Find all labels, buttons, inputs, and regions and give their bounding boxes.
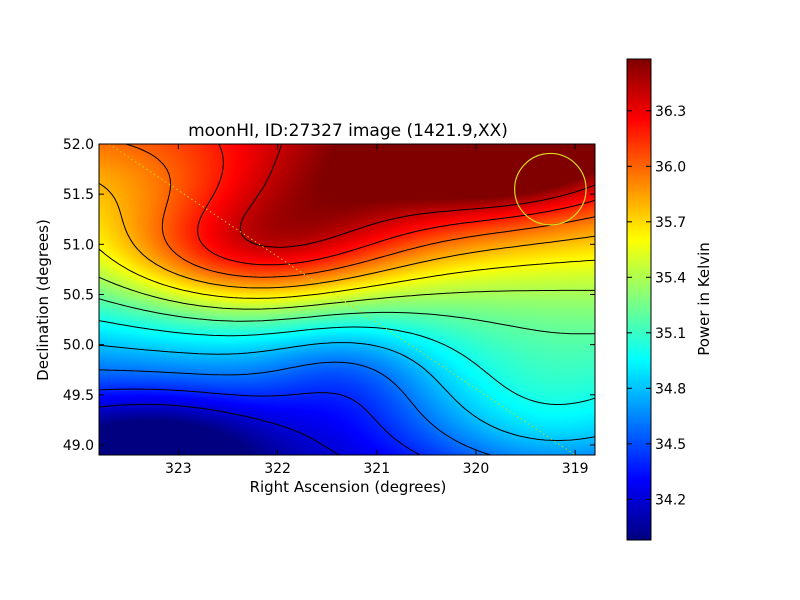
y-tick-label: 50.5 [63,287,94,303]
x-tick-label: 323 [165,461,192,477]
contour-line-3 [98,342,596,441]
contour-line-0 [98,403,340,456]
y-axis-ticks: 52.0 51.5 51.0 50.5 50.0 49.5 49.0 [63,137,595,454]
x-axis-label: Right Ascension (degrees) [250,478,447,496]
contour-line-11 [239,143,596,248]
plot-area [98,143,596,456]
colorbar-tick-label: 35.1 [655,326,686,342]
y-axis-label: Declination (degrees) [34,219,52,381]
colorbar-frame [626,58,652,541]
colorbar-tick-label: 35.7 [655,215,686,231]
contour-line-4 [98,320,596,405]
x-tick-label: 321 [363,461,390,477]
dotted-track [108,143,576,456]
beam-circle [514,152,587,226]
colorbar-tick-label: 34.5 [655,437,686,453]
y-tick-label: 51.5 [63,187,94,203]
contour-line-10 [197,143,596,266]
contour-line-2 [98,361,491,456]
x-tick-label: 320 [463,461,490,477]
colorbar-tick-label: 36.0 [655,159,686,175]
overlays [108,143,587,456]
y-tick-label: 49.5 [63,388,94,404]
colorbar-gradient [627,59,651,540]
y-tick-label: 49.0 [63,438,94,454]
colorbar-tick-label: 36.3 [655,104,686,120]
x-tick-label: 322 [264,461,291,477]
chart-title: moonHI, ID:27327 image (1421.9,XX) [188,121,508,141]
contour-line-5 [98,298,596,335]
y-tick-label: 51.0 [63,237,94,253]
plot-frame [98,143,596,456]
contour-line-8 [98,182,596,289]
contour-lines [98,143,596,456]
x-tick-label: 319 [562,461,589,477]
colorbar-label: Power in Kelvin [695,242,713,356]
colorbar-ticks: 36.3 36.0 35.7 35.4 35.1 34.8 34.5 34.2 [627,104,686,508]
colorbar-tick-label: 34.2 [655,492,686,508]
colorbar: 36.3 36.0 35.7 35.4 35.1 34.8 34.5 34.2 Power i… [626,58,713,541]
y-tick-label: 52.0 [63,137,94,153]
contour-line-6 [98,276,595,310]
colorbar-tick-label: 35.4 [655,270,686,286]
x-axis-ticks: 323 322 321 320 319 [165,144,589,477]
heatmap-field [99,144,595,455]
contour-line-1 [98,388,421,456]
colorbar-tick-label: 34.8 [655,381,686,397]
y-tick-label: 50.0 [63,338,94,354]
